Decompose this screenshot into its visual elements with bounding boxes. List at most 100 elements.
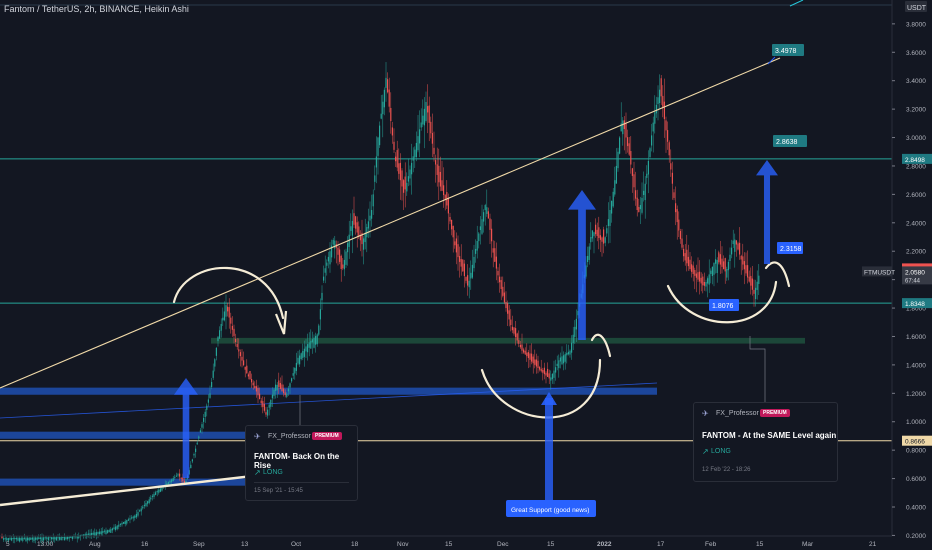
candle-body (236, 344, 238, 347)
candle-body (497, 270, 499, 276)
idea-card-2[interactable]: ✈ FX_Professor PREMIUM FANTOM - At the S… (693, 402, 838, 482)
candle-body (716, 260, 718, 274)
label-connector (767, 56, 776, 65)
candle-body (374, 175, 376, 182)
candle-body (697, 272, 699, 280)
candle-body (532, 356, 534, 364)
candle-body (305, 346, 307, 352)
y-tick-label: 1.6000 (906, 334, 926, 341)
candle-body (724, 258, 726, 272)
target-label-3-4978-box (772, 44, 804, 56)
candle-body (487, 211, 489, 219)
candle-body (295, 362, 297, 371)
candle-body (593, 232, 595, 237)
y-tick-label: 2.4000 (906, 220, 926, 227)
candle-body (41, 537, 43, 542)
y-tick-label: 0.4000 (906, 505, 926, 512)
candle-body (663, 101, 665, 120)
y-tick-label: 2.8000 (906, 163, 926, 170)
candle-body (671, 172, 673, 184)
x-tick-label: 13:00 (37, 541, 54, 548)
candle-body (542, 369, 544, 373)
great-support-box (506, 500, 596, 517)
candle-body (54, 537, 56, 540)
candle-body (441, 180, 443, 191)
candle-body (351, 220, 353, 236)
candle-body (270, 399, 272, 407)
idea-title: FANTOM- Back On the Rise (254, 452, 340, 470)
candle-body (691, 264, 693, 272)
candle-body (137, 512, 139, 516)
candle-body (108, 529, 110, 533)
candle-body (230, 317, 232, 324)
candle-body (31, 537, 33, 540)
candle-body (51, 537, 53, 540)
candle-body (430, 121, 432, 134)
unit-label: USDT (907, 5, 927, 12)
y-tick-label: 2.6000 (906, 192, 926, 199)
candle-body (323, 276, 325, 281)
candle-body (667, 130, 669, 142)
candle-body (198, 436, 200, 439)
candle-body (633, 174, 635, 188)
candle-body (595, 224, 597, 235)
price-tag-current (902, 266, 932, 285)
candle-body (625, 122, 627, 138)
candle-body (254, 385, 256, 389)
great-support-label: Great Support (good news) (511, 507, 589, 514)
candle-body (359, 235, 361, 241)
candle-body (705, 282, 707, 287)
candle-body (388, 89, 390, 107)
candle-body (203, 418, 205, 422)
x-tick-label: Mar (802, 541, 814, 548)
candle-body (683, 248, 685, 257)
candle-body (243, 360, 245, 366)
candle-body (227, 306, 229, 312)
candle-body (324, 268, 326, 273)
candle-body (526, 352, 528, 357)
candle-body (259, 393, 261, 400)
x-tick-label: 21 (869, 541, 877, 548)
candle-body (495, 256, 497, 269)
up-arrow-left (174, 378, 198, 478)
candle-body (27, 537, 29, 541)
x-tick-label: 18 (351, 541, 359, 548)
candle-body (95, 532, 97, 536)
candle-body (457, 244, 459, 258)
candle-body (195, 448, 197, 453)
idea-connector (749, 336, 766, 402)
candle-body (431, 133, 433, 144)
candle-body (70, 536, 72, 538)
candle-body (617, 151, 619, 169)
candle-body (739, 242, 741, 255)
candle-body (708, 274, 710, 285)
arrowhead (274, 310, 288, 335)
candle-body (470, 272, 472, 279)
candle-body (174, 476, 176, 478)
unit-box (905, 1, 927, 12)
candle-body (239, 352, 241, 357)
candle-body (78, 535, 80, 539)
candle-body (214, 359, 216, 367)
candle-body (611, 200, 613, 214)
candle-body (443, 185, 445, 196)
candle-body (521, 344, 523, 351)
candle-body (246, 365, 248, 374)
candle-body (601, 237, 603, 242)
candle-body (419, 129, 421, 144)
candle-body (395, 156, 397, 162)
candle-body (38, 537, 40, 539)
candle-body (262, 401, 264, 407)
candle-body (673, 192, 675, 198)
candle-body (575, 318, 577, 330)
candle-body (110, 529, 112, 533)
idea-card-1[interactable]: ✈ FX_Professor PREMIUM FANTOM- Back On t… (245, 425, 358, 501)
candle-body (366, 227, 368, 238)
candle-body (97, 531, 99, 534)
candle-body (620, 123, 622, 132)
candle-body (689, 259, 691, 269)
candle-body (540, 368, 542, 372)
candle-body (531, 353, 533, 362)
candle-body (219, 330, 221, 339)
